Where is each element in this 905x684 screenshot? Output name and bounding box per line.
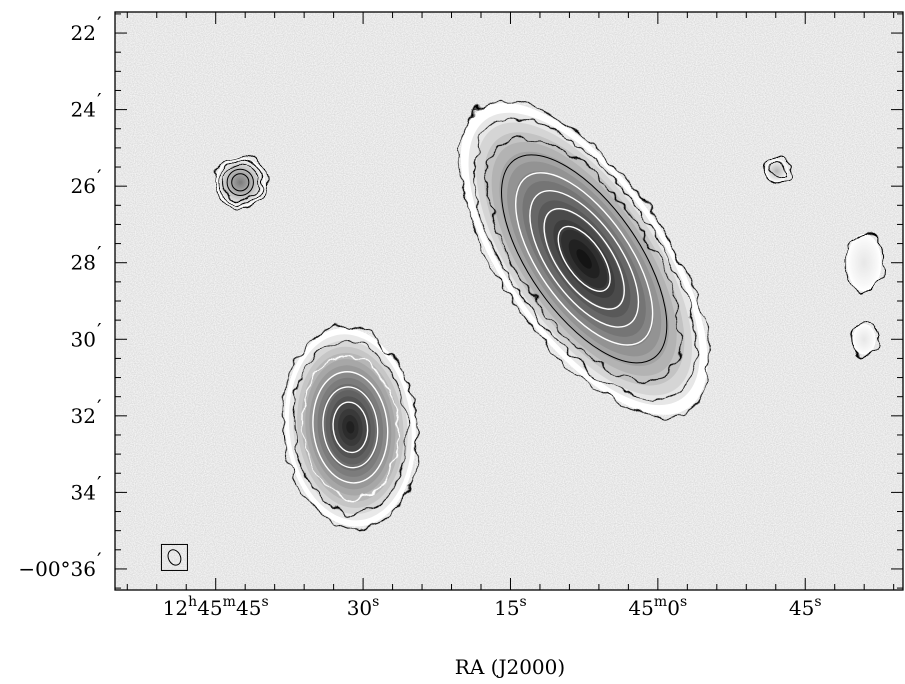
- arcmin-mark: ′: [97, 548, 102, 572]
- tick-number: 45: [628, 596, 653, 620]
- intensity-image: [115, 12, 903, 590]
- contour: [762, 156, 791, 185]
- tick-unit: s: [262, 594, 269, 610]
- x-tick-label: 15s: [494, 594, 527, 620]
- tick-unit: h: [188, 594, 197, 610]
- contour: [844, 231, 884, 294]
- source-4: [762, 156, 791, 185]
- tick-number: 45: [236, 596, 261, 620]
- tick-number: 12: [163, 596, 188, 620]
- y-tick-label: 22: [71, 21, 96, 45]
- arcmin-mark: ′: [97, 12, 102, 36]
- contour: [543, 207, 625, 310]
- arcmin-mark: ′: [97, 242, 102, 266]
- y-tick-label: 34: [71, 480, 96, 504]
- contour: [217, 159, 264, 206]
- intensity-level: [863, 260, 866, 265]
- beam-ellipse: [167, 549, 182, 566]
- x-tick-label: 30s: [347, 594, 380, 620]
- tick-number: 15: [494, 596, 519, 620]
- tick-unit: m: [223, 594, 236, 610]
- contour: [231, 173, 250, 192]
- arcmin-mark: ′: [97, 165, 102, 189]
- contour: [850, 321, 879, 358]
- contour: [458, 100, 710, 418]
- tick-unit: s: [520, 594, 527, 610]
- intensity-level: [238, 180, 242, 184]
- y-tick-label: 30: [71, 327, 96, 351]
- y-tick-labels: 22 ′24 ′26 ′28 ′30 ′32 ′34 ′−00°36 ′: [18, 12, 102, 581]
- contour: [292, 340, 409, 514]
- contour: [515, 172, 654, 346]
- x-tick-labels: 12h 45m 45s 30s 15s 45m 0s 45s: [163, 594, 822, 620]
- y-tick-label: −00°36: [18, 557, 96, 581]
- arcmin-mark: ′: [97, 89, 102, 113]
- contour: [222, 164, 259, 201]
- tick-number: 45: [197, 596, 222, 620]
- contour: [302, 355, 399, 499]
- tick-unit: s: [814, 594, 821, 610]
- y-tick-label: 28: [71, 251, 96, 275]
- x-tick-label: 45m 0s: [628, 594, 687, 620]
- contour: [332, 401, 369, 454]
- x-axis-label: RA (J2000): [455, 655, 565, 679]
- contour: [226, 168, 254, 196]
- arcmin-mark: ′: [97, 471, 102, 495]
- tick-unit: m: [654, 594, 667, 610]
- beam-box: [160, 543, 188, 571]
- x-tick-label: 45s: [789, 594, 822, 620]
- tick-number: 0: [667, 596, 680, 620]
- source-3: [282, 325, 419, 530]
- tick-number: 45: [789, 596, 814, 620]
- contour: [529, 190, 640, 328]
- contour: [212, 154, 268, 210]
- arcmin-mark: ′: [97, 395, 102, 419]
- image-noise: [115, 12, 903, 590]
- intensity-level: [576, 249, 592, 269]
- y-tick-label: 32: [71, 404, 96, 428]
- contour: [312, 371, 389, 484]
- intensity-level: [346, 421, 355, 434]
- contour: [322, 386, 379, 469]
- tick-unit: s: [372, 594, 379, 610]
- contour: [501, 154, 668, 364]
- source-6: [850, 321, 879, 358]
- arcmin-mark: ′: [97, 318, 102, 342]
- intensity-level: [863, 338, 865, 341]
- intensity-level: [776, 170, 778, 172]
- contour: [472, 118, 696, 400]
- source-1: [212, 154, 268, 210]
- y-tick-label: 26: [71, 174, 96, 198]
- contour: [557, 225, 611, 292]
- tick-unit: s: [680, 594, 687, 610]
- axis-ticks: [115, 12, 903, 590]
- source-2: [458, 100, 710, 418]
- contour: [282, 325, 419, 530]
- tick-number: 30: [347, 596, 372, 620]
- y-tick-label: 24: [71, 98, 96, 122]
- x-tick-label: 12h 45m 45s: [163, 594, 269, 620]
- source-5: [844, 231, 884, 294]
- contour: [768, 162, 786, 180]
